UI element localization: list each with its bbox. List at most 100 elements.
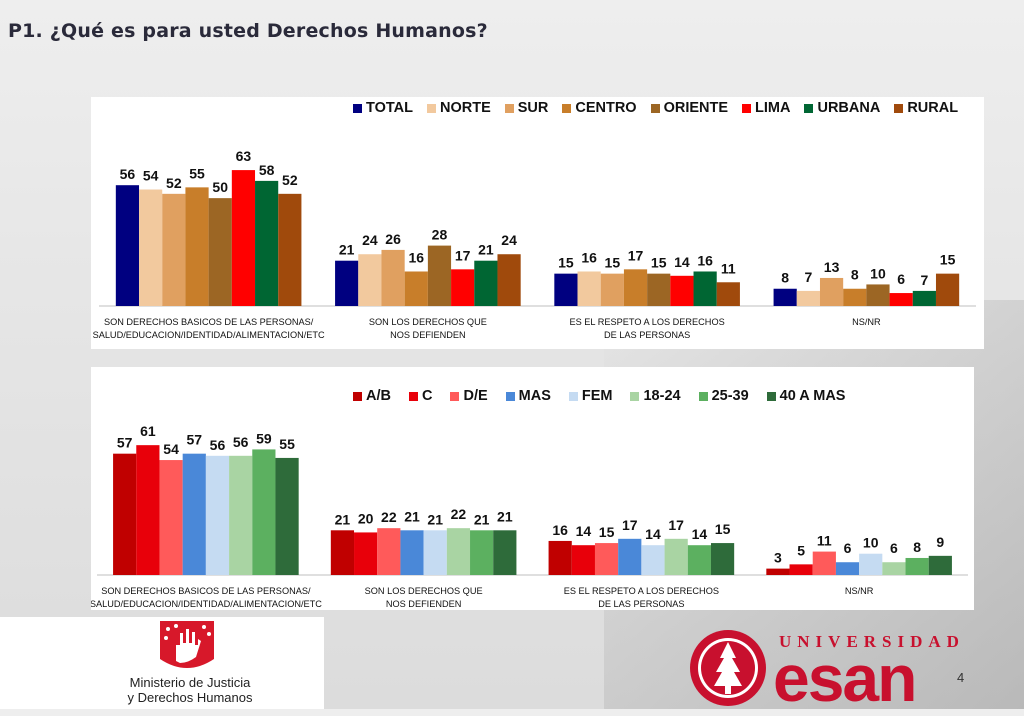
chart-region-data-label: 52 <box>282 172 298 188</box>
chart-region-legend-item: LIMA <box>742 100 790 116</box>
chart-panel-region: TOTAL NORTE SUR CENTRO ORIENTE LIMA URBANA RURA… <box>91 97 984 349</box>
chart-demo-legend-label: FEM <box>581 388 613 404</box>
chart-region-data-label: 55 <box>189 165 205 181</box>
chart-demo-legend-swatch <box>353 391 362 401</box>
chart-region-category-label: SON DERECHOS BASICOS DE LAS PERSONAS/ <box>104 317 314 327</box>
chart-region-data-label: 7 <box>920 272 928 288</box>
chart-demo-legend-swatch <box>630 391 640 401</box>
chart-demo-bar <box>229 455 253 575</box>
chart-demo-bar <box>641 545 665 575</box>
chart-demo-data-label: 16 <box>552 522 568 538</box>
chart-region-data-label: 8 <box>851 267 859 283</box>
chart-region-bar <box>255 180 279 306</box>
chart-demo-data-label: 21 <box>404 508 420 524</box>
chart-region-legend-swatch <box>650 103 660 113</box>
chart-region-data-label: 17 <box>455 247 471 263</box>
chart-demo-data-label: 15 <box>715 521 731 537</box>
chart-demo-data-label: 21 <box>474 511 490 527</box>
chart-demo-data-label: 10 <box>863 535 879 551</box>
chart-demo-legend-item: 40 A MAS <box>766 388 846 404</box>
chart-demo-data-label: 21 <box>497 508 513 524</box>
chart-region-bar <box>600 273 624 306</box>
chart-demo-legend-label: 18-24 <box>643 388 681 404</box>
chart-region-data-label: 16 <box>581 249 597 265</box>
chart-region-data-label: 63 <box>236 148 252 164</box>
chart-demo-bar <box>423 530 447 575</box>
chart-region-bar <box>935 273 960 306</box>
chart-demo-legend-item: 25-39 <box>698 388 749 404</box>
chart-region-bar <box>554 273 578 306</box>
chart-region-data-label: 6 <box>897 271 905 287</box>
chart-demo-bar <box>766 568 790 575</box>
bar-chart-region: 56 54 52 55 50 63 58 52 SON DERECHOS BASICOS DE … <box>93 148 976 340</box>
chart-region-data-label: 15 <box>651 255 667 271</box>
chart-demo-bar <box>252 449 276 575</box>
chart-region-legend-item: ORIENTE <box>650 100 728 116</box>
chart-region-data-label: 15 <box>940 252 956 268</box>
chart-demo-category-label: SON LOS DERECHOS QUE <box>365 586 483 596</box>
chart-region-legend-label: SUR <box>517 100 549 116</box>
chart-demo-legend-swatch <box>568 391 578 401</box>
page-number: 4 <box>957 670 965 685</box>
chart-demo-data-label: 6 <box>844 540 852 556</box>
chart-region-legend-swatch <box>804 103 814 113</box>
chart-demo-legend-swatch <box>408 391 418 401</box>
chart-region-bar <box>773 288 797 306</box>
chart-demo-bar <box>594 543 619 575</box>
chart-demo-data-label: 17 <box>668 517 684 533</box>
chart-region-bar <box>819 277 844 306</box>
chart-region-bar <box>381 249 405 306</box>
chart-demo-data-label: 5 <box>797 542 805 558</box>
chart-demo-legend-swatch <box>766 391 776 401</box>
chart-demo-bar <box>493 530 517 575</box>
chart-demo-bar <box>928 555 952 575</box>
chart-region-data-label: 7 <box>804 269 812 285</box>
chart-demo-category-label: NS/NR <box>845 586 874 596</box>
chart-region-legend-item: TOTAL <box>353 100 413 116</box>
chart-region-bar <box>716 282 740 306</box>
chart-demo-bar <box>205 455 230 575</box>
chart-demo-legend-swatch <box>698 391 708 401</box>
chart-region-bar <box>427 245 452 306</box>
chart-demo-bar <box>664 538 688 575</box>
chart-region-legend-swatch <box>504 103 514 113</box>
chart-demo-data-label: 57 <box>186 432 202 448</box>
chart-demo-data-label: 22 <box>451 506 467 522</box>
chart-demo-bar <box>812 551 836 575</box>
chart-region-bar <box>843 288 867 306</box>
chart-demo-data-label: 9 <box>936 534 944 550</box>
chart-region-bar <box>208 198 232 306</box>
chart-demo-data-label: 11 <box>817 533 832 549</box>
chart-region-legend-label: RURAL <box>907 100 959 116</box>
chart-region-data-label: 24 <box>501 232 517 248</box>
chart-demo-bar <box>882 562 906 575</box>
chart-demo-data-label: 21 <box>427 511 443 527</box>
chart-demo-legend-label: D/E <box>463 388 488 404</box>
chart-demo-legend-swatch <box>450 391 460 401</box>
chart-demo-legend-item: FEM <box>568 388 613 404</box>
chart-demo-legend-label: 40 A MAS <box>779 388 846 404</box>
chart-demo-category-label: SALUD/EDUCACION/IDENTIDAD/ALIMENTACION/E… <box>91 599 322 609</box>
chart-demo-bar <box>859 553 883 575</box>
minjus-line-1: Ministerio de Justicia <box>129 675 251 690</box>
chart-demo-bar <box>710 543 735 575</box>
chart-demo-data-label: 56 <box>233 434 249 450</box>
chart-region-bar <box>139 189 163 306</box>
chart-region-data-label: 13 <box>824 259 840 275</box>
chart-region-bar <box>623 269 648 306</box>
chart-demo-category-label: NOS DEFIENDEN <box>386 599 462 609</box>
chart-demo-data-label: 56 <box>210 437 226 453</box>
chart-demo-bar <box>835 562 860 575</box>
chart-region-legend-swatch <box>426 103 436 113</box>
chart-demo-category-label: DE LAS PERSONAS <box>598 599 684 609</box>
chart-demo-bar <box>905 557 929 575</box>
chart-region-category-label: NS/NR <box>852 317 881 327</box>
chart-region-bar <box>335 260 359 306</box>
chart-demo-data-label: 17 <box>622 517 638 533</box>
chart-region-data-label: 15 <box>605 255 621 271</box>
chart-region-legend-label: NORTE <box>439 100 491 116</box>
chart-region-category-label: ES EL RESPETO A LOS DERECHOS <box>570 317 725 327</box>
chart-region-legend-label: TOTAL <box>366 100 413 116</box>
chart-region-bar <box>670 275 694 306</box>
